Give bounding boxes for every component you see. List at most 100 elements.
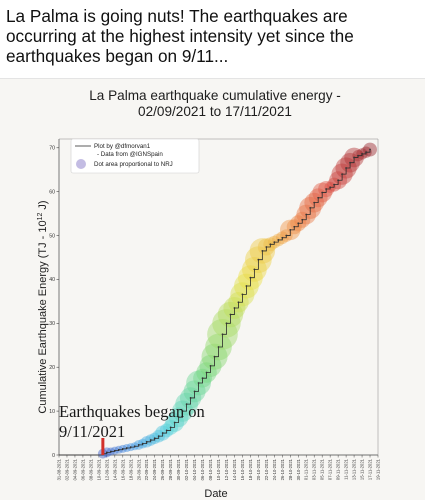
x-tick-label: 12-09-2021	[104, 458, 109, 480]
event-point	[357, 154, 359, 157]
legend-entry-3: Dot area proportional to NRJ	[94, 161, 173, 168]
y-tick-label: 0	[52, 453, 55, 459]
caption-line-3: earthquakes began on 9/11...	[6, 46, 229, 66]
event-point	[325, 188, 328, 190]
event-point	[113, 449, 116, 452]
x-tick-label: 03-11-2021	[312, 458, 317, 480]
x-tick-label: 06-10-2021	[200, 458, 205, 480]
y-axis-label: Cumulative Earthquake Energy (TJ - 1012 …	[37, 200, 49, 413]
event-point	[341, 173, 344, 176]
x-tick-label: 15-11-2021	[360, 458, 365, 480]
annotation: Earthquakes began on 9/11/2021	[59, 402, 205, 441]
x-tick-label: 08-09-2021	[88, 458, 93, 480]
x-tick-label: 10-09-2021	[96, 458, 101, 480]
event-point	[165, 429, 168, 432]
event-point	[277, 239, 280, 241]
event-point	[265, 246, 268, 248]
event-point	[221, 333, 224, 336]
event-point	[261, 250, 264, 252]
x-tick-label: 04-09-2021	[72, 458, 77, 480]
post-caption: La Palma is going nuts! The earthquakes …	[6, 6, 420, 66]
x-tick-label: 01-11-2021	[304, 458, 309, 480]
event-point	[317, 196, 320, 199]
x-tick-label: 24-10-2021	[272, 458, 277, 480]
event-point	[289, 228, 292, 231]
event-point	[205, 371, 208, 374]
x-tick-label: 11-11-2021	[344, 458, 349, 479]
event-point	[189, 397, 192, 399]
event-point	[305, 213, 308, 216]
event-point	[153, 437, 156, 440]
event-point	[273, 241, 276, 244]
x-tick-label: 22-10-2021	[264, 458, 269, 480]
y-tick-label: 10	[49, 409, 55, 415]
event-point	[333, 183, 336, 186]
event-point	[245, 285, 248, 287]
event-point	[349, 161, 351, 164]
event-point	[197, 382, 200, 384]
event-point	[321, 191, 324, 194]
y-tick-label: 70	[49, 146, 55, 152]
event-point	[233, 307, 236, 309]
event-point	[109, 450, 112, 453]
y-tick-label: 40	[49, 277, 55, 283]
y-tick-label: 60	[49, 189, 55, 195]
event-point	[121, 447, 124, 450]
legend-entry-1: Plot by @dfmorvan1	[94, 143, 151, 150]
event-point	[329, 186, 332, 189]
y-tick-label: 20	[49, 365, 55, 371]
event-point	[201, 377, 204, 380]
x-tick-label: 06-09-2021	[80, 458, 85, 480]
event-point	[117, 448, 120, 451]
event-point	[209, 365, 212, 367]
x-tick-label: 17-11-2021	[368, 458, 373, 480]
x-tick-label: 20-09-2021	[136, 458, 141, 480]
x-tick-label: 05-11-2021	[320, 458, 325, 480]
event-point	[241, 293, 244, 296]
event-point	[353, 156, 355, 159]
legend-box	[70, 138, 200, 174]
event-point	[169, 426, 172, 429]
x-tick-label: 16-10-2021	[240, 458, 245, 480]
x-tick-label: 24-09-2021	[152, 458, 157, 480]
event-point	[133, 445, 136, 448]
x-tick-label: 02-10-2021	[184, 458, 189, 480]
event-point	[137, 444, 140, 446]
x-tick-label: 04-10-2021	[192, 458, 197, 480]
y-tick-label: 50	[49, 233, 55, 239]
event-point	[361, 153, 363, 155]
event-point	[257, 258, 260, 261]
event-point	[249, 276, 252, 279]
x-tick-label: 28-10-2021	[288, 458, 293, 480]
event-point	[269, 243, 272, 246]
event-point	[145, 440, 148, 443]
x-tick-label: 26-09-2021	[160, 458, 165, 480]
event-point	[369, 148, 371, 151]
x-tick-label: 18-09-2021	[128, 458, 133, 480]
event-point	[253, 268, 256, 271]
chart-title-line-1: La Palma earthquake cumulative energy -	[89, 88, 341, 103]
event-point	[149, 439, 152, 441]
caption-line-1: La Palma is going nuts! The earthquakes …	[6, 6, 348, 26]
x-tick-label: 20-10-2021	[256, 458, 261, 480]
x-tick-label: 14-09-2021	[112, 458, 117, 480]
x-tick-label: 30-10-2021	[296, 458, 301, 480]
start-date-marker	[101, 438, 105, 455]
x-tick-label: 02-09-2021	[64, 458, 69, 480]
legend-entry-2: - Data from @IGNSpain	[97, 151, 163, 158]
x-tick-label: 18-10-2021	[248, 458, 253, 480]
x-tick-label: 19-11-2021	[376, 458, 381, 480]
event-point	[213, 355, 216, 358]
legend-dot-marker	[76, 159, 86, 169]
x-tick-label: 31-08-2021	[57, 458, 62, 480]
x-tick-label: 08-10-2021	[208, 458, 213, 480]
event-point	[285, 234, 288, 237]
y-tick-label: 30	[49, 321, 55, 327]
event-point	[345, 167, 347, 169]
event-point	[229, 313, 232, 316]
x-tick-label: 22-09-2021	[144, 458, 149, 480]
annotation-line-1: Earthquakes began on	[59, 402, 205, 421]
chart-image[interactable]: La Palma earthquake cumulative energy - …	[0, 79, 425, 500]
event-point	[281, 236, 284, 239]
x-tick-label: 16-09-2021	[120, 458, 125, 480]
